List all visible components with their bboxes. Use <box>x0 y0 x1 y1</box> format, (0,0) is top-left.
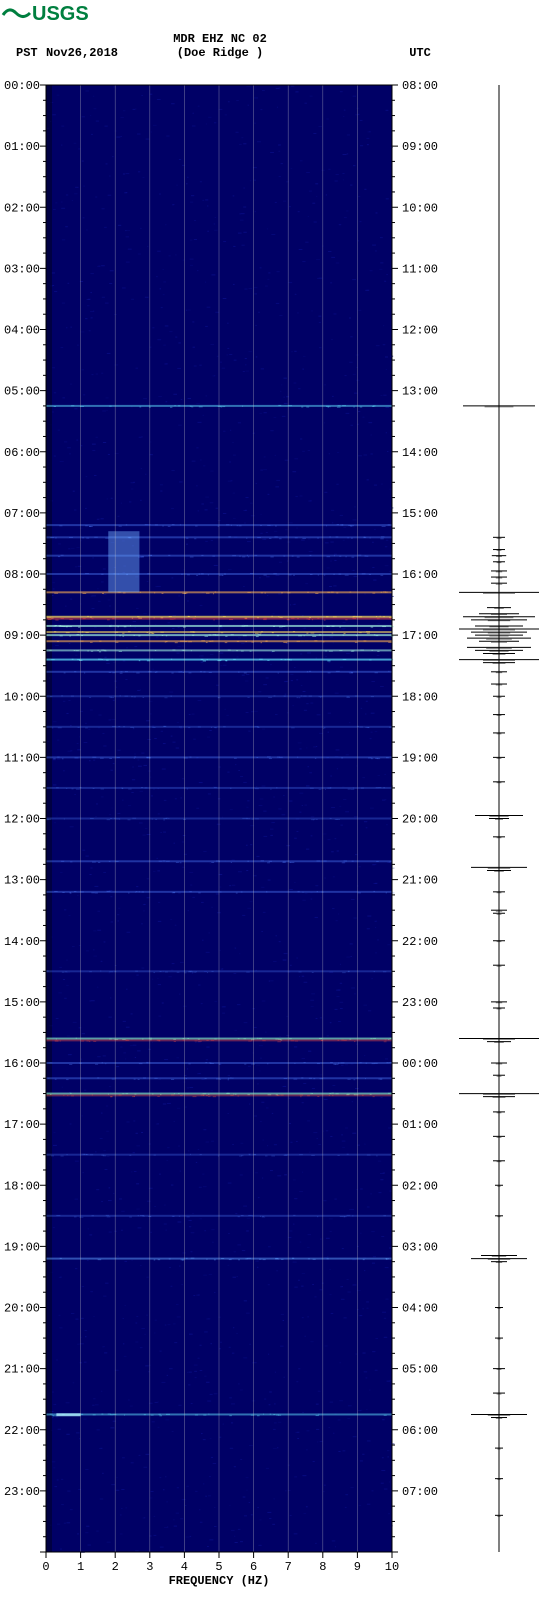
date-label: Nov26,2018 <box>46 46 118 60</box>
tick-left: 14:00 <box>4 935 40 949</box>
tick-left: 06:00 <box>4 446 40 460</box>
tick-left: 22:00 <box>4 1424 40 1438</box>
spectrogram-spot <box>56 1413 80 1416</box>
tick-right: 12:00 <box>402 324 438 338</box>
tick-bottom: 8 <box>319 1560 326 1574</box>
tick-bottom: 6 <box>250 1560 257 1574</box>
tick-left: 02:00 <box>4 201 40 215</box>
tick-left: 17:00 <box>4 1118 40 1132</box>
tick-left: 21:00 <box>4 1363 40 1377</box>
axis-right: 08:00 09:00 10:00 11:00 12:00 13:00 14:00 15:00… <box>392 79 438 1552</box>
tick-left: 00:00 <box>4 79 40 93</box>
tick-bottom: 0 <box>42 1560 49 1574</box>
tick-left: 07:00 <box>4 507 40 521</box>
tick-left: 12:00 <box>4 813 40 827</box>
tick-left: 15:00 <box>4 996 40 1010</box>
tick-right: 09:00 <box>402 140 438 154</box>
tick-bottom: 10 <box>385 1560 399 1574</box>
usgs-logo-text: USGS <box>32 3 89 25</box>
xaxis-label: FREQUENCY (HZ) <box>169 1574 270 1588</box>
tick-right: 04:00 <box>402 1302 438 1316</box>
axis-bottom: 0 1 2 3 4 5 6 7 8 9 10 <box>42 1552 399 1574</box>
tick-left: 11:00 <box>4 751 40 765</box>
tick-left: 04:00 <box>4 324 40 338</box>
tick-left: 23:00 <box>4 1485 40 1499</box>
tick-right: 08:00 <box>402 79 438 93</box>
tick-right: 19:00 <box>402 751 438 765</box>
usgs-logo: USGS <box>3 3 89 25</box>
tz-right-label: UTC <box>409 46 431 60</box>
tick-left: 05:00 <box>4 385 40 399</box>
tick-bottom: 1 <box>77 1560 84 1574</box>
tick-left: 20:00 <box>4 1302 40 1316</box>
tick-bottom: 9 <box>354 1560 361 1574</box>
tick-left: 09:00 <box>4 629 40 643</box>
axis-left: 00:00 01:00 02:00 03:00 04:00 05:00 06:00 07:00… <box>4 79 46 1552</box>
tick-right: 07:00 <box>402 1485 438 1499</box>
tick-right: 13:00 <box>402 385 438 399</box>
tick-bottom: 4 <box>181 1560 188 1574</box>
tick-bottom: 2 <box>112 1560 119 1574</box>
spectrogram-blob <box>108 531 139 592</box>
tick-right: 17:00 <box>402 629 438 643</box>
station-label: MDR EHZ NC 02 <box>173 32 267 46</box>
tick-right: 22:00 <box>402 935 438 949</box>
tick-right: 00:00 <box>402 1057 438 1071</box>
tick-left: 08:00 <box>4 568 40 582</box>
tick-right: 05:00 <box>402 1363 438 1377</box>
tick-left: 18:00 <box>4 1179 40 1193</box>
tick-bottom: 3 <box>146 1560 153 1574</box>
tick-right: 10:00 <box>402 201 438 215</box>
tick-right: 01:00 <box>402 1118 438 1132</box>
tick-right: 14:00 <box>402 446 438 460</box>
tick-right: 20:00 <box>402 813 438 827</box>
tick-left: 13:00 <box>4 874 40 888</box>
tz-left-label: PST <box>16 46 38 60</box>
tick-left: 10:00 <box>4 690 40 704</box>
tick-left: 19:00 <box>4 1240 40 1254</box>
tick-right: 23:00 <box>402 996 438 1010</box>
tick-right: 18:00 <box>402 690 438 704</box>
tick-bottom: 7 <box>285 1560 292 1574</box>
seismogram <box>459 85 539 1552</box>
spectrogram-plot: USGS PST Nov26,2018 MDR EHZ NC 02(Doe Ridge… <box>0 0 552 1613</box>
tick-right: 02:00 <box>402 1179 438 1193</box>
tick-left: 16:00 <box>4 1057 40 1071</box>
tick-right: 11:00 <box>402 262 438 276</box>
tick-right: 15:00 <box>402 507 438 521</box>
tick-bottom: 5 <box>215 1560 222 1574</box>
tick-right: 21:00 <box>402 874 438 888</box>
site-label: (Doe Ridge ) <box>177 46 263 60</box>
tick-right: 03:00 <box>402 1240 438 1254</box>
tick-left: 01:00 <box>4 140 40 154</box>
tick-right: 06:00 <box>402 1424 438 1438</box>
tick-left: 03:00 <box>4 262 40 276</box>
tick-right: 16:00 <box>402 568 438 582</box>
